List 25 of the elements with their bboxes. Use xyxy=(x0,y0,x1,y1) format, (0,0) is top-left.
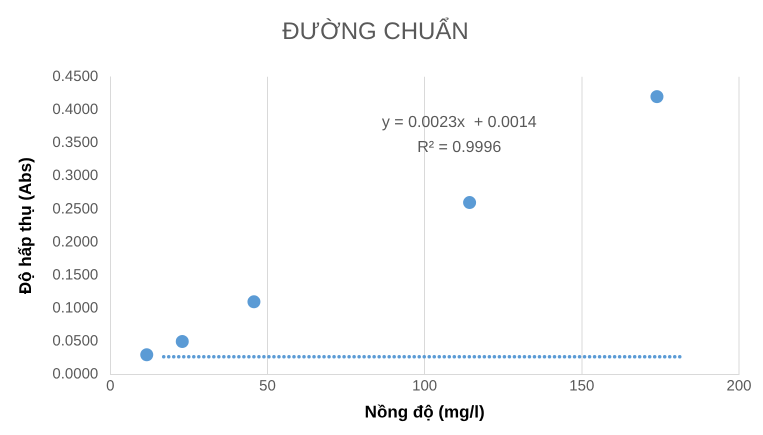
annotation: R² = 0.9996 xyxy=(417,138,502,156)
x-tick-label: 50 xyxy=(259,378,276,395)
point xyxy=(463,196,476,210)
annotation: y = 0.0023x + 0.0014 xyxy=(382,114,537,131)
y-tick-label: 0.3500 xyxy=(52,134,98,152)
point xyxy=(247,295,260,308)
y-tick-label: 0.0500 xyxy=(52,332,98,350)
x-tick-label: 150 xyxy=(569,378,594,395)
point xyxy=(176,335,189,348)
y-tick-label: 0.4500 xyxy=(52,68,98,85)
x-tick-label: 200 xyxy=(726,378,752,395)
x-tick-label: 100 xyxy=(412,378,438,395)
y-tick-label: 0.1000 xyxy=(52,300,98,317)
y-tick-label: 0.2500 xyxy=(52,200,98,218)
point xyxy=(140,348,154,362)
x-axis-title: Nồng độ (mg/l) xyxy=(364,402,485,422)
y-tick-label: 0.3000 xyxy=(52,167,98,184)
x-tick-label: 0 xyxy=(106,378,114,395)
y-tick-label: 0.1500 xyxy=(52,266,98,284)
point xyxy=(650,90,664,104)
y-tick-label: 0.2000 xyxy=(52,233,98,250)
chart-title: ĐƯỜNG CHUẨN xyxy=(282,17,469,46)
y-tick-label: 0.4000 xyxy=(52,101,98,118)
y-tick-label: 0.0000 xyxy=(52,366,98,383)
y-axis-title: Độ hấp thụ (Abs) xyxy=(16,157,35,294)
